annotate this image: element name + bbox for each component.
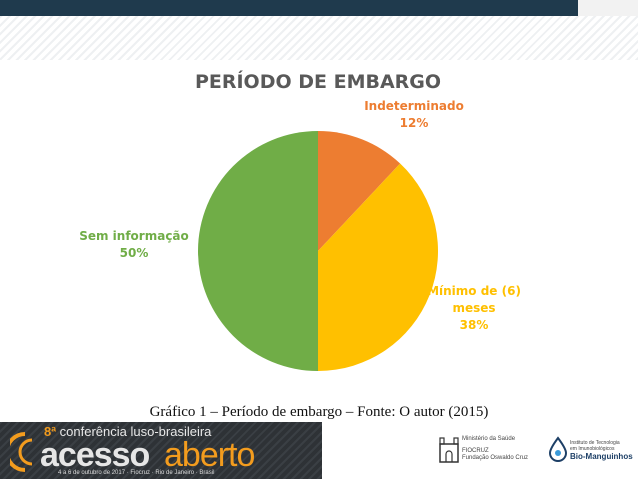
conference-banner: 8ª conferência luso-brasileira acesso ab…	[0, 422, 322, 479]
pie-slice-label-1: Mínimo de (6) meses 38%	[427, 284, 521, 332]
pie-slice-0	[318, 131, 401, 251]
conference-edition-number: 8ª	[44, 424, 57, 439]
top-bar	[0, 0, 638, 16]
conference-name-acesso: acesso	[40, 436, 150, 474]
conference-edition-text: conferência luso-brasileira	[59, 424, 212, 439]
bio-manguinhos-subtitle-1: Instituto de Tecnologia	[570, 440, 620, 446]
institution-logos: Ministério da Saúde FIOCRUZ Fundação Osw…	[322, 422, 638, 479]
pie-slice-label-2: Sem informação 50%	[79, 229, 189, 260]
fiocruz-ministry-text: Ministério da Saúde	[462, 436, 516, 442]
pie-chart: PERÍODO DE EMBARGO Indeterminado 12% Mínim…	[79, 70, 521, 371]
pie-slice-label-0: Indeterminado 12%	[364, 99, 464, 130]
conference-logo-icon	[10, 432, 33, 472]
fiocruz-full-name: Fundação Oswaldo Cruz	[462, 455, 529, 461]
pie-slice-2	[198, 131, 318, 371]
bio-manguinhos-drop-icon	[548, 436, 568, 462]
chart-title: PERÍODO DE EMBARGO	[195, 70, 441, 93]
conference-name-aberto: aberto	[164, 436, 255, 474]
bio-manguinhos-name: Bio-Manguinhos	[570, 452, 633, 461]
conference-edition: 8ª conferência luso-brasileira	[44, 424, 211, 439]
conference-dates: 4 a 6 de outubro de 2017 · Fiocruz · Rio…	[58, 470, 215, 476]
footer: 8ª conferência luso-brasileira acesso ab…	[0, 422, 638, 479]
fiocruz-name: FIOCRUZ	[462, 448, 489, 454]
pie-slice-1	[318, 163, 438, 371]
figure-caption: Gráfico 1 – Período de embargo – Fonte: …	[149, 404, 489, 420]
top-bar-accent	[578, 0, 638, 16]
fiocruz-castle-icon	[439, 437, 459, 463]
header-stripes	[0, 16, 638, 60]
bio-manguinhos-subtitle-2: em Imunobiológicos	[570, 446, 615, 452]
